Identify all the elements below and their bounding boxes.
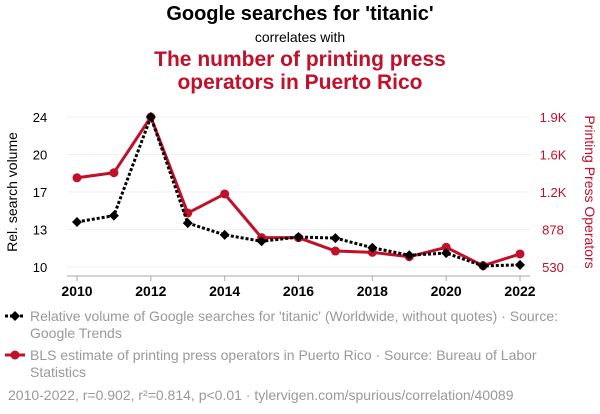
series1-point bbox=[72, 217, 82, 227]
series2-point bbox=[515, 249, 525, 259]
series1-point bbox=[293, 232, 304, 242]
y-right-axis-label: Printing Press Operators bbox=[582, 115, 598, 268]
y-tick-label: 17 bbox=[33, 185, 47, 200]
y-axis-label: Rel. search volume bbox=[4, 132, 20, 252]
series2-point bbox=[220, 189, 230, 199]
x-tick-label: 2022 bbox=[504, 283, 535, 299]
chart-title-2: The number of printing press operators in… bbox=[0, 48, 600, 94]
y-right-tick-label: 1.9K bbox=[540, 110, 567, 125]
series1-point bbox=[441, 248, 452, 259]
title2-line1: The number of printing press bbox=[154, 48, 446, 71]
legend-series2-marker bbox=[10, 350, 20, 360]
series1-point bbox=[515, 259, 525, 270]
y-right-tick-label: 530 bbox=[542, 260, 564, 275]
x-tick-label: 2016 bbox=[283, 283, 314, 299]
x-tick-label: 2020 bbox=[431, 283, 462, 299]
series2-point bbox=[441, 242, 451, 252]
chart-subtitle: correlates with bbox=[254, 29, 346, 45]
series1-point bbox=[108, 210, 119, 221]
series1-point bbox=[219, 229, 230, 240]
legend-series2-label: BLS estimate of printing press operators… bbox=[30, 347, 537, 380]
y-tick-label: 24 bbox=[33, 110, 47, 125]
series2-point bbox=[72, 173, 82, 183]
y-tick-label: 20 bbox=[33, 148, 47, 163]
y-right-tick-label: 1.2K bbox=[540, 185, 567, 200]
series1-point bbox=[404, 250, 415, 261]
series2-point bbox=[109, 168, 119, 178]
series2-point bbox=[330, 246, 340, 256]
x-tick-label: 2014 bbox=[209, 283, 240, 299]
series1-point bbox=[256, 236, 267, 247]
series1-point bbox=[478, 260, 489, 271]
title2-line2: operators in Puerto Rico bbox=[177, 71, 423, 94]
series1-point bbox=[330, 233, 341, 244]
chart-title: Google searches for 'titanic' bbox=[166, 3, 434, 25]
footer: 2010-2022, r=0.902, r²=0.814, p<0.01 · t… bbox=[8, 387, 514, 403]
y-tick-label: 13 bbox=[33, 223, 47, 238]
series1-line bbox=[76, 112, 521, 268]
x-tick-label: 2012 bbox=[135, 283, 166, 299]
series1-point bbox=[145, 112, 156, 122]
legend-series1-label: Relative volume of Google searches for '… bbox=[30, 308, 558, 341]
y-right-tick-label: 878 bbox=[542, 223, 564, 238]
x-tick-label: 2018 bbox=[357, 283, 388, 299]
y-tick-label: 10 bbox=[33, 260, 47, 275]
series1-point bbox=[182, 218, 193, 229]
series2-line bbox=[76, 113, 521, 268]
y-right-tick-label: 1.6K bbox=[540, 148, 567, 163]
series1-point bbox=[367, 242, 378, 253]
x-tick-label: 2010 bbox=[61, 283, 92, 299]
legend-series1: Relative volume of Google searches for '… bbox=[30, 308, 570, 342]
legend-series1-marker bbox=[10, 311, 20, 321]
legend-series2: BLS estimate of printing press operators… bbox=[30, 347, 570, 381]
